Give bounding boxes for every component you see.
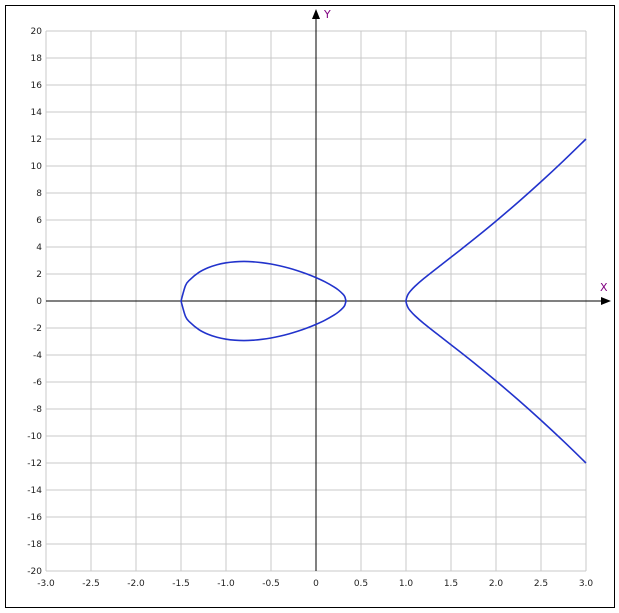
y-tick-label: 14 bbox=[31, 108, 43, 118]
y-tick-label: -4 bbox=[33, 351, 42, 361]
x-axis-arrow-icon bbox=[601, 297, 611, 305]
y-tick-label: 2 bbox=[36, 270, 42, 280]
x-tick-label: 1.0 bbox=[399, 579, 414, 589]
x-tick-label: -3.0 bbox=[37, 579, 55, 589]
curve-branch bbox=[405, 138, 587, 464]
x-axis-label: X bbox=[600, 281, 608, 294]
y-tick-label: -8 bbox=[33, 405, 42, 415]
x-tick-label: 0 bbox=[313, 579, 319, 589]
y-tick-label: 4 bbox=[36, 243, 42, 253]
x-tick-label: 0.5 bbox=[354, 579, 368, 589]
x-tick-label: 3.0 bbox=[579, 579, 594, 589]
x-tick-label: -2.5 bbox=[82, 579, 100, 589]
y-tick-label: -18 bbox=[27, 540, 42, 550]
x-tick-label: 2.5 bbox=[534, 579, 548, 589]
y-axis-label: Y bbox=[323, 8, 331, 21]
y-tick-label: -14 bbox=[27, 486, 42, 496]
y-tick-label: 10 bbox=[31, 162, 43, 172]
y-tick-label: 18 bbox=[31, 54, 43, 64]
x-tick-label: -1.0 bbox=[217, 579, 235, 589]
y-tick-label: -6 bbox=[33, 378, 42, 388]
y-tick-label: 6 bbox=[36, 216, 42, 226]
y-tick-label: -20 bbox=[27, 567, 42, 577]
y-tick-label: 8 bbox=[36, 189, 42, 199]
y-tick-label: 16 bbox=[31, 81, 43, 91]
y-tick-label: 20 bbox=[31, 27, 43, 37]
y-tick-label: -12 bbox=[27, 459, 42, 469]
chart-frame bbox=[5, 5, 615, 608]
x-tick-label: 1.5 bbox=[444, 579, 458, 589]
y-tick-label: -2 bbox=[33, 324, 42, 334]
curve-loop bbox=[180, 260, 347, 342]
y-tick-label: -10 bbox=[27, 432, 42, 442]
x-tick-label: 2.0 bbox=[489, 579, 504, 589]
y-axis-arrow-icon bbox=[312, 9, 320, 19]
y-tick-label: 12 bbox=[31, 135, 42, 145]
y-tick-label: 0 bbox=[36, 297, 42, 307]
x-tick-label: -0.5 bbox=[262, 579, 280, 589]
x-tick-label: -2.0 bbox=[127, 579, 145, 589]
y-tick-label: -16 bbox=[27, 513, 42, 523]
x-tick-label: -1.5 bbox=[172, 579, 190, 589]
